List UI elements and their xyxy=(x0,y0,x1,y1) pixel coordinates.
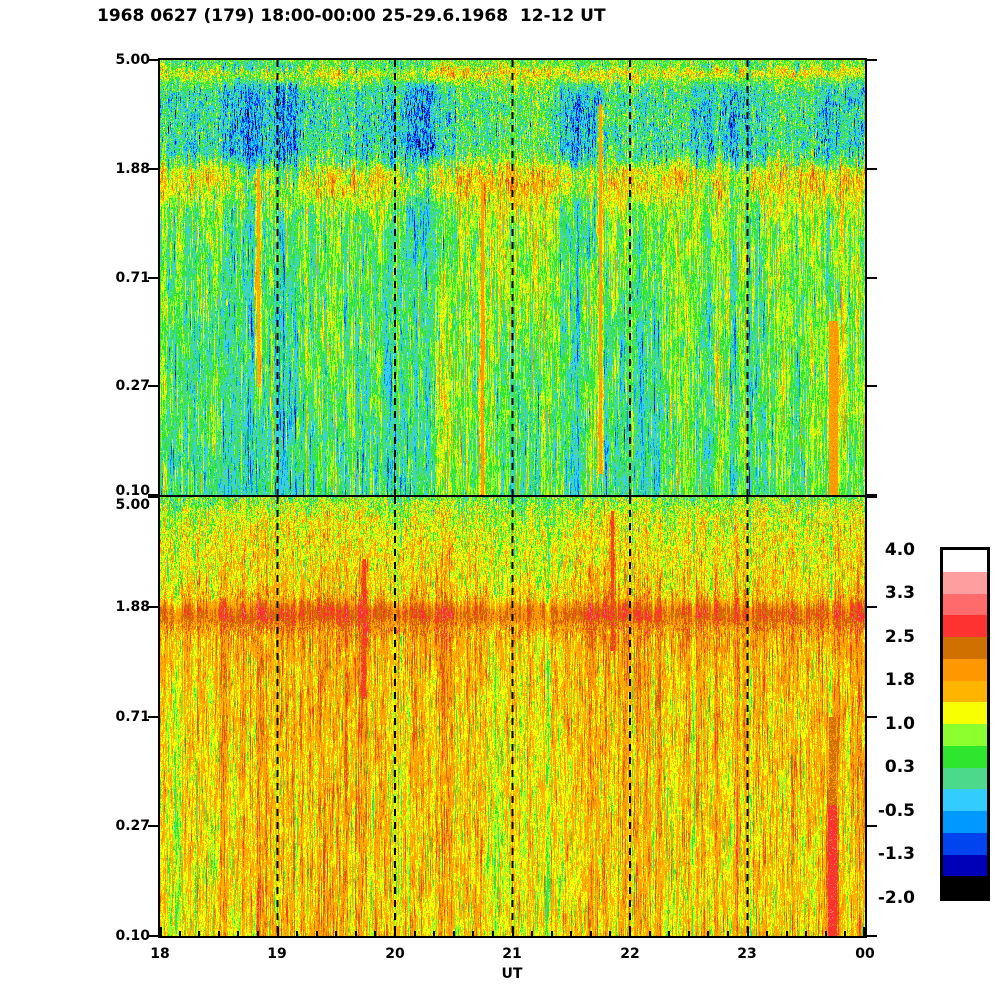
colorbar-segment xyxy=(943,658,987,681)
colorbar-segment xyxy=(943,593,987,616)
colorbar-segment xyxy=(943,854,987,877)
spectrogram-lower-canvas xyxy=(160,497,865,936)
colorbar-tick-label: 0.3 xyxy=(884,757,915,777)
y-axis-tick-right xyxy=(867,606,877,608)
y-tick-label: 1.88 xyxy=(115,599,150,615)
y-tick-label: 1.88 xyxy=(115,161,150,177)
colorbar-segment xyxy=(943,832,987,855)
y-tick-label: 0.71 xyxy=(115,270,150,286)
colorbar-tick-label: 2.5 xyxy=(884,627,915,647)
y-axis-tick-right xyxy=(867,494,877,496)
y-tick-label: 0.27 xyxy=(115,818,150,834)
x-tick-label: 18 xyxy=(150,946,170,962)
y-tick-label: 0.10 xyxy=(115,928,150,944)
colorbar-segment xyxy=(943,702,987,724)
y-tick-label: 0.71 xyxy=(115,709,150,725)
y-axis-tick-left xyxy=(148,496,158,498)
spectrogram-upper-canvas xyxy=(160,60,865,495)
colorbar-segment xyxy=(943,550,987,572)
y-axis-tick-left xyxy=(148,277,158,279)
y-axis-tick-left xyxy=(148,168,158,170)
colorbar-segment xyxy=(943,789,987,811)
colorbar-segment xyxy=(943,637,987,659)
colorbar-tick-label: -1.3 xyxy=(877,844,915,864)
x-tick-label: 21 xyxy=(502,946,522,962)
colorbar-segment xyxy=(943,615,987,637)
y-axis-tick-left xyxy=(148,494,158,496)
y-axis-tick-left xyxy=(148,935,158,937)
colorbar-segment xyxy=(943,876,987,898)
colorbar-tick-label: 4.0 xyxy=(884,540,915,560)
colorbar-tick-label: -0.5 xyxy=(877,801,915,821)
y-axis-tick-right xyxy=(867,825,877,827)
colorbar-tick-label: 1.0 xyxy=(884,714,915,734)
x-tick-label: 19 xyxy=(267,946,287,962)
x-tick-label: 22 xyxy=(620,946,640,962)
colorbar-segment xyxy=(943,745,987,768)
colorbar-tick-label: 1.8 xyxy=(884,670,915,690)
spectrogram-panel-upper xyxy=(158,58,867,497)
y-axis-tick-right xyxy=(867,496,877,498)
y-tick-label: 0.27 xyxy=(115,378,150,394)
x-tick-label: 20 xyxy=(385,946,405,962)
y-axis-tick-left xyxy=(148,825,158,827)
y-axis-tick-right xyxy=(867,935,877,937)
colorbar-tick-label: 3.3 xyxy=(884,583,915,603)
colorbar-segment xyxy=(943,767,987,790)
y-axis-tick-right xyxy=(867,59,877,61)
plot-title: 1968 0627 (179) 18:00-00:00 25-29.6.1968… xyxy=(97,6,606,26)
colorbar-segment xyxy=(943,680,987,703)
colorbar-segment xyxy=(943,571,987,594)
y-axis-tick-right xyxy=(867,385,877,387)
y-tick-label: 0.10 xyxy=(115,483,150,499)
spectrogram-panel-lower xyxy=(158,497,867,938)
y-axis-tick-right xyxy=(867,277,877,279)
y-axis-tick-left xyxy=(148,385,158,387)
colorbar-tick-label: -2.0 xyxy=(877,888,915,908)
x-tick-label: 23 xyxy=(737,946,757,962)
y-axis-tick-left xyxy=(148,59,158,61)
y-axis-tick-right xyxy=(867,716,877,718)
y-axis-tick-left xyxy=(148,716,158,718)
y-tick-label: 5.00 xyxy=(115,52,150,68)
colorbar-segment xyxy=(943,724,987,746)
y-tick-label: 5.00 xyxy=(115,497,150,513)
colorbar-segment xyxy=(943,811,987,833)
y-axis-tick-left xyxy=(148,606,158,608)
x-axis-title: UT xyxy=(501,966,523,982)
x-tick-label: 00 xyxy=(855,946,875,962)
colorbar xyxy=(940,547,990,901)
y-axis-tick-right xyxy=(867,168,877,170)
